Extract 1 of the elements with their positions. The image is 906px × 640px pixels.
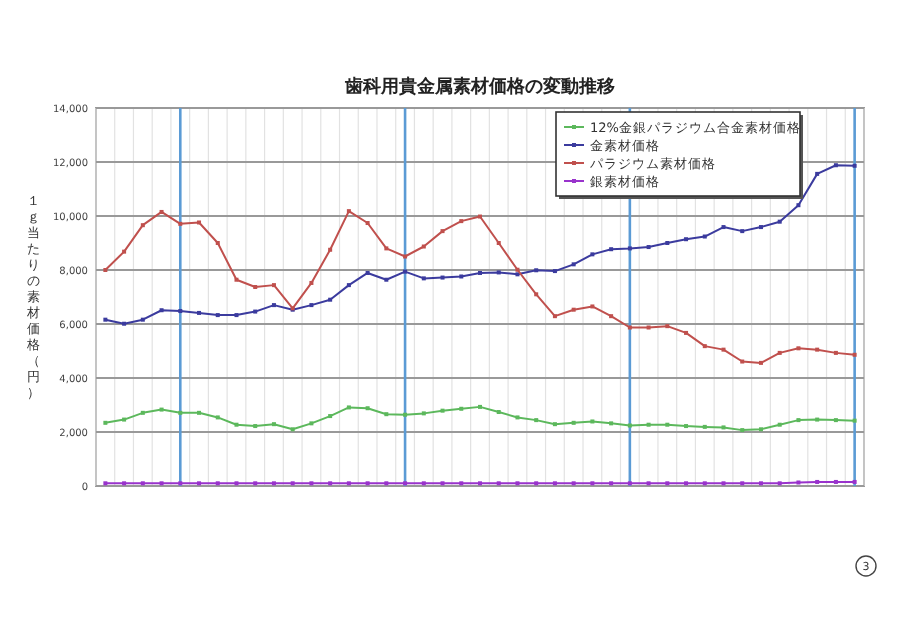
chart-title: 歯科用貴金属素材価格の変動推移 (343, 76, 615, 98)
